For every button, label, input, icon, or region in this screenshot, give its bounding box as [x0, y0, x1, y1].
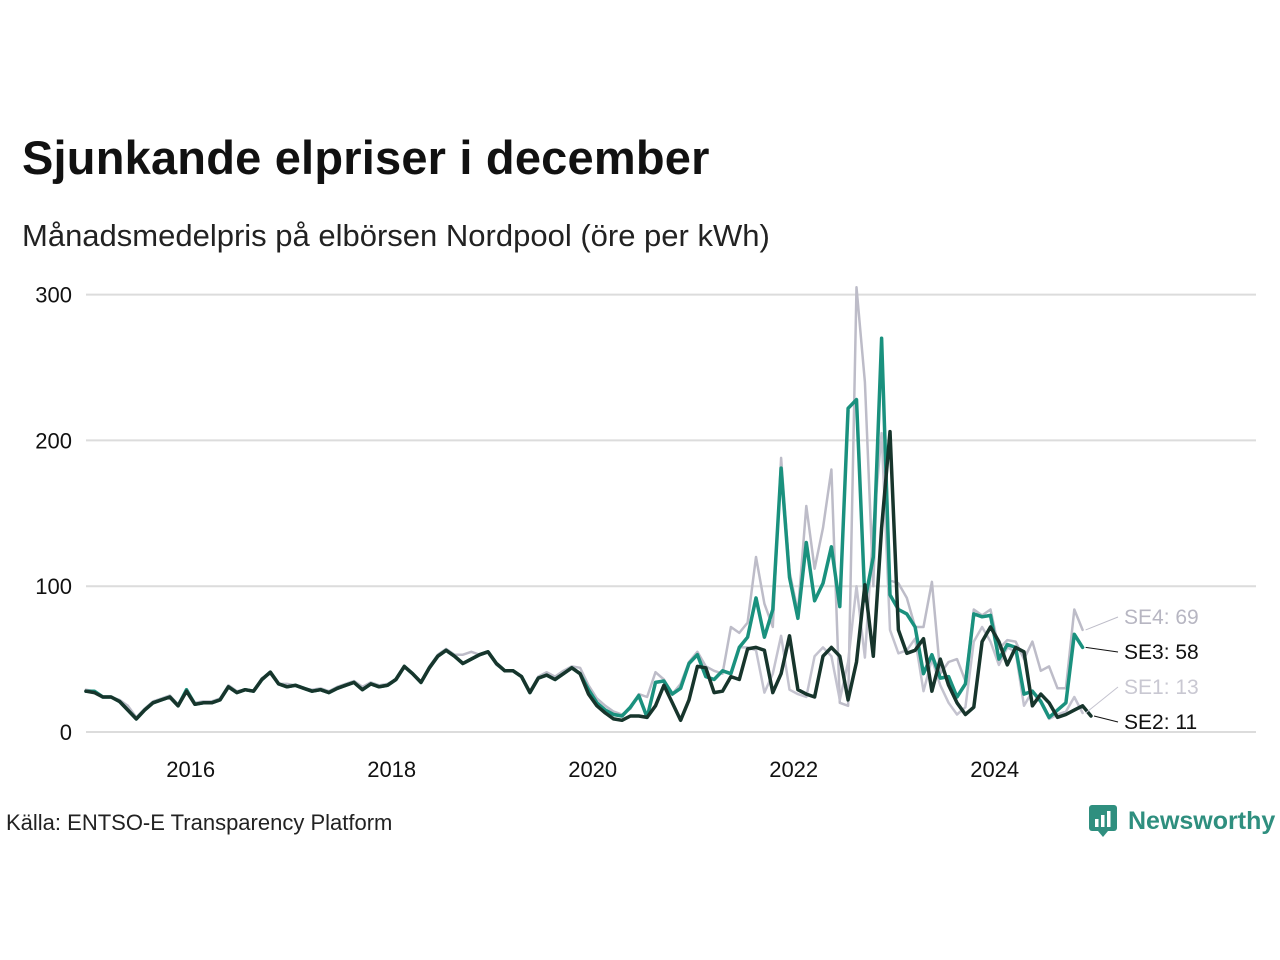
chart-subtitle: Månadsmedelpris på elbörsen Nordpool (ör…	[22, 218, 770, 253]
series-end-labels: SE4: 69 SE1: 13 SE3: 58 SE2: 11	[1085, 606, 1199, 734]
connector-se4	[1085, 616, 1119, 631]
connector-se3	[1085, 646, 1119, 653]
series-lines	[84, 286, 1093, 723]
connector-se2	[1093, 715, 1119, 723]
x-tick-label-2016: 2016	[166, 757, 215, 782]
end-label-se1: SE1: 13	[1124, 676, 1199, 699]
y-axis: 0 100 200 300	[35, 283, 72, 745]
y-tick-label-300: 300	[35, 283, 72, 308]
x-tick-label-2024: 2024	[970, 757, 1019, 782]
series-line-se2	[84, 429, 1093, 723]
brand-logo: Newsworthy	[1088, 804, 1275, 838]
y-tick-label-0: 0	[60, 720, 72, 745]
series-line-se4	[84, 286, 1084, 719]
grid-lines	[86, 293, 1256, 733]
connector-se1	[1085, 686, 1119, 714]
end-label-se4: SE4: 69	[1124, 606, 1199, 629]
end-label-se2: SE2: 11	[1124, 711, 1197, 734]
brand-name: Newsworthy	[1128, 806, 1276, 835]
series-line-se3	[84, 336, 1085, 721]
source-note: Källa: ENTSO-E Transparency Platform	[6, 810, 393, 835]
end-label-se3: SE3: 58	[1124, 641, 1199, 664]
x-tick-label-2022: 2022	[769, 757, 818, 782]
y-tick-label-100: 100	[35, 574, 72, 599]
x-tick-label-2018: 2018	[367, 757, 416, 782]
y-tick-label-200: 200	[35, 428, 72, 453]
newsworthy-logo-icon	[1089, 805, 1117, 837]
x-tick-label-2020: 2020	[568, 757, 617, 782]
x-axis: 2016 2018 2020 2022 2024	[166, 757, 1019, 782]
chart-title: Sjunkande elpriser i december	[22, 131, 710, 184]
